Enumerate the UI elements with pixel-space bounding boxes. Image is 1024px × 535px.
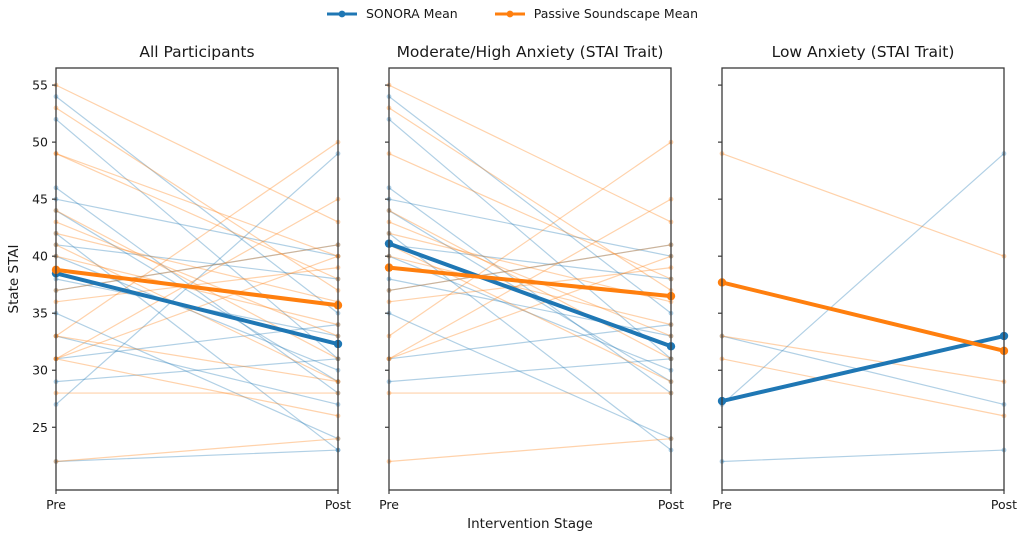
p1-passive-individual-0 xyxy=(388,84,672,223)
p2-passive-mean-line xyxy=(720,280,1006,353)
p1-sonora-individual-2 xyxy=(388,187,672,394)
p1-sonora-individual-12 xyxy=(388,358,672,383)
p0-sonora-individual-4 xyxy=(55,209,339,383)
p1-passive-individual-9 xyxy=(388,266,672,303)
p1-passive-individual-4 xyxy=(388,221,672,337)
p1-sonora-individual-0 xyxy=(388,95,672,314)
y-tick-label-40: 40 xyxy=(32,249,48,264)
y-tick-label-45: 45 xyxy=(32,192,48,207)
p1-sonora-individual-8 xyxy=(388,278,672,337)
legend-item-sonora: SONORA Mean xyxy=(326,6,458,21)
sonora-line-icon xyxy=(326,9,358,19)
p1-passive-individual-2 xyxy=(388,152,672,280)
p1-passive-individual-10 xyxy=(388,141,672,337)
x-tick-label-post-0: Post xyxy=(325,497,351,512)
panel-title-2: Low Anxiety (STAI Trait) xyxy=(772,43,955,61)
p1-sonora-individual-10 xyxy=(388,312,672,440)
p1-passive-individual-14 xyxy=(388,255,672,360)
p1-sonora-mean-line xyxy=(387,241,673,349)
p2-sonora-individual-1 xyxy=(721,152,1005,406)
legend: SONORA Mean Passive Soundscape Mean xyxy=(0,6,1024,21)
x-tick-label-pre-1: Pre xyxy=(379,497,399,512)
panel-frame-2 xyxy=(721,67,1005,491)
x-tick-label-post-2: Post xyxy=(991,497,1017,512)
p1-passive-individual-3 xyxy=(388,209,672,360)
p0-sonora-mean-line xyxy=(54,271,340,347)
y-tick-label-55: 55 xyxy=(32,78,48,93)
p1-passive-individual-8 xyxy=(388,244,672,292)
p0-passive-individual-5 xyxy=(55,232,339,303)
p0-sonora-individual-14 xyxy=(55,152,339,406)
x-axis-label: Intervention Stage xyxy=(467,516,593,532)
passive-line-icon xyxy=(494,9,526,19)
p0-sonora-individual-3 xyxy=(55,198,339,257)
p1-passive-individual-12 xyxy=(388,438,672,463)
p0-passive-mean-line xyxy=(54,267,340,308)
p0-sonora-individual-1 xyxy=(55,118,339,360)
p0-passive-individual-1 xyxy=(55,107,339,292)
p0-passive-individual-2 xyxy=(55,152,339,280)
p0-passive-individual-7 xyxy=(55,255,339,326)
p0-passive-individual-12 xyxy=(55,438,339,463)
legend-label-passive: Passive Soundscape Mean xyxy=(533,6,698,21)
p1-sonora-individual-3 xyxy=(388,198,672,257)
p1-sonora-individual-6 xyxy=(388,244,672,280)
panel-title-1: Moderate/High Anxiety (STAI Trait) xyxy=(397,43,664,61)
legend-item-passive: Passive Soundscape Mean xyxy=(494,6,698,21)
p0-passive-individual-4 xyxy=(55,221,339,337)
p2-passive-individual-0 xyxy=(721,152,1005,257)
y-tick-label-35: 35 xyxy=(32,306,48,321)
p0-sonora-individual-6 xyxy=(55,244,339,280)
p2-sonora-individual-0 xyxy=(721,449,1005,463)
p0-sonora-individual-9 xyxy=(55,244,339,292)
p1-sonora-individual-9 xyxy=(388,244,672,292)
p0-passive-individual-10 xyxy=(55,141,339,337)
p0-sonora-individual-0 xyxy=(55,95,339,314)
p0-passive-individual-15 xyxy=(55,152,339,257)
p1-passive-individual-1 xyxy=(388,107,672,292)
p0-sonora-individual-2 xyxy=(55,187,339,394)
y-tick-label-50: 50 xyxy=(32,135,48,150)
legend-label-sonora: SONORA Mean xyxy=(366,6,458,21)
y-axis-label: State STAI xyxy=(6,244,22,313)
p0-passive-individual-17 xyxy=(55,358,339,417)
x-tick-label-post-1: Post xyxy=(658,497,684,512)
y-tick-label-25: 25 xyxy=(32,420,48,435)
p2-sonora-mean-line xyxy=(720,334,1006,404)
p1-sonora-individual-5 xyxy=(388,232,672,451)
p1-passive-individual-7 xyxy=(388,255,672,326)
panel-title-0: All Participants xyxy=(139,43,254,61)
p0-passive-individual-8 xyxy=(55,244,339,292)
p0-sonora-individual-12 xyxy=(55,358,339,383)
p1-sonora-individual-7 xyxy=(388,255,672,371)
p2-passive-individual-1 xyxy=(721,335,1005,383)
p0-passive-individual-9 xyxy=(55,266,339,303)
p0-passive-individual-11 xyxy=(55,198,339,360)
p0-sonora-individual-15 xyxy=(55,335,339,406)
x-tick-label-pre-0: Pre xyxy=(46,497,66,512)
p0-sonora-individual-5 xyxy=(55,232,339,451)
p0-passive-individual-6 xyxy=(55,244,339,383)
p2-passive-individual-2 xyxy=(721,358,1005,417)
panel-frame-0 xyxy=(55,67,339,491)
p0-sonora-individual-10 xyxy=(55,312,339,440)
p0-sonora-individual-13 xyxy=(55,449,339,463)
p1-passive-individual-11 xyxy=(388,198,672,360)
p0-passive-individual-0 xyxy=(55,84,339,223)
p1-sonora-individual-1 xyxy=(388,118,672,360)
panel-frame-1 xyxy=(388,67,672,491)
y-tick-label-30: 30 xyxy=(32,363,48,378)
p1-passive-individual-6 xyxy=(388,244,672,383)
p1-passive-mean-line xyxy=(387,265,673,299)
p0-passive-individual-16 xyxy=(55,335,339,383)
x-tick-label-pre-2: Pre xyxy=(712,497,732,512)
